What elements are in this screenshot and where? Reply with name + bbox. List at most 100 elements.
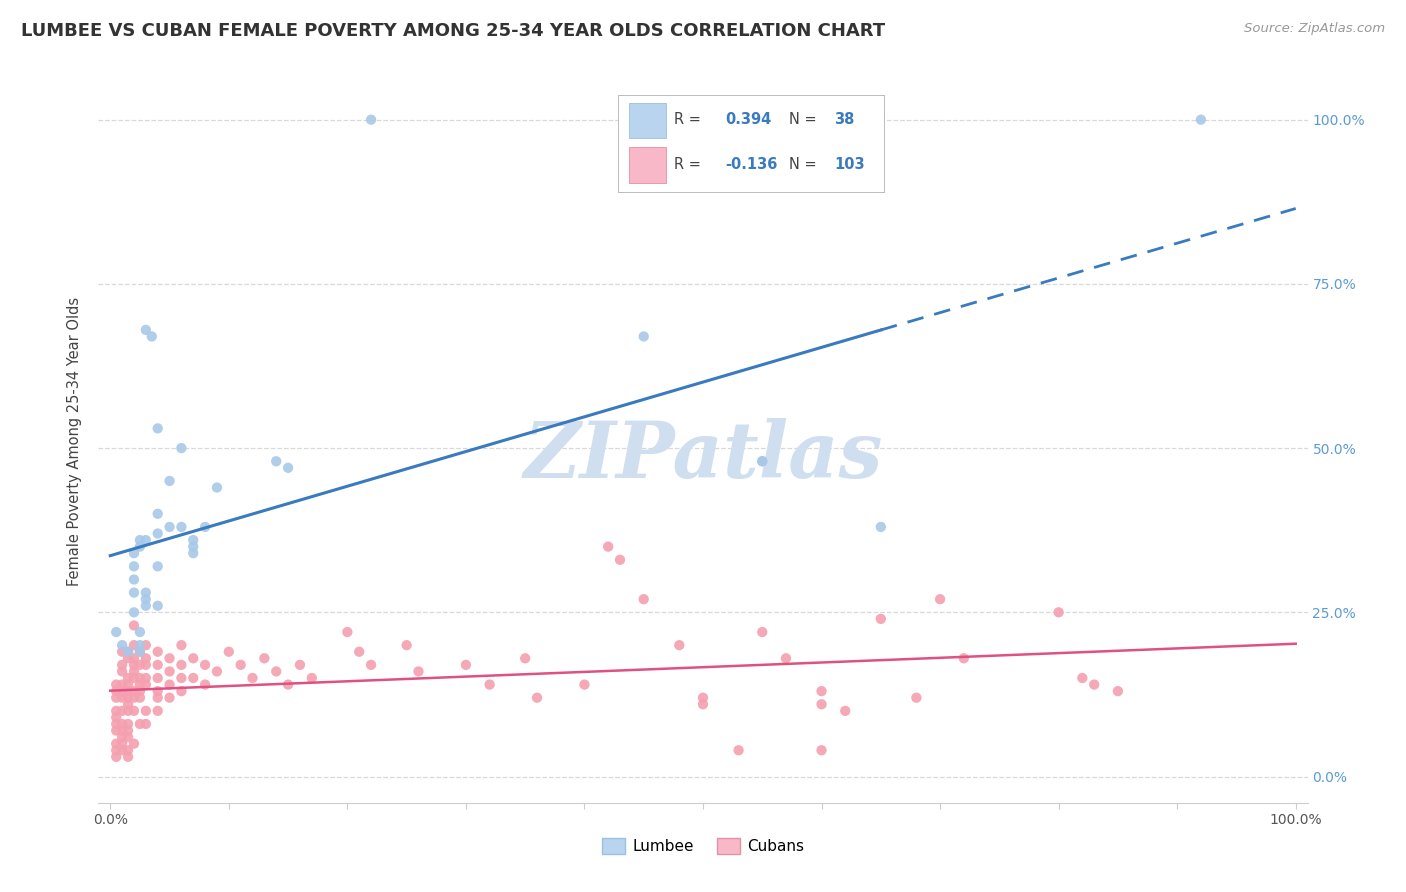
- Point: [117, 645, 139, 659]
- Point: [609, 553, 631, 567]
- Point: [288, 657, 311, 672]
- Point: [105, 737, 128, 751]
- Point: [478, 677, 501, 691]
- Point: [129, 533, 152, 547]
- Point: [170, 657, 193, 672]
- Point: [135, 533, 157, 547]
- Point: [111, 684, 134, 698]
- Point: [264, 665, 287, 679]
- Point: [105, 723, 128, 738]
- Point: [242, 671, 264, 685]
- Point: [146, 704, 169, 718]
- Point: [135, 638, 157, 652]
- Point: [347, 645, 370, 659]
- Point: [129, 690, 152, 705]
- Point: [111, 677, 134, 691]
- Point: [129, 657, 152, 672]
- Point: [111, 665, 134, 679]
- Point: [146, 559, 169, 574]
- Point: [264, 454, 287, 468]
- Point: [633, 329, 655, 343]
- Point: [105, 749, 128, 764]
- Point: [146, 645, 169, 659]
- Point: [146, 657, 169, 672]
- Point: [122, 684, 145, 698]
- Point: [1071, 671, 1094, 685]
- Point: [122, 573, 145, 587]
- Point: [135, 671, 157, 685]
- Point: [952, 651, 974, 665]
- Point: [751, 625, 773, 640]
- Point: [170, 520, 193, 534]
- Point: [810, 743, 832, 757]
- Point: [122, 559, 145, 574]
- Point: [869, 612, 891, 626]
- Point: [111, 645, 134, 659]
- Point: [129, 638, 152, 652]
- Point: [194, 520, 217, 534]
- Point: [135, 323, 157, 337]
- Point: [111, 723, 134, 738]
- Point: [277, 460, 299, 475]
- Point: [205, 481, 228, 495]
- Point: [135, 585, 157, 599]
- Point: [146, 690, 169, 705]
- Point: [105, 710, 128, 724]
- Point: [105, 625, 128, 640]
- Point: [775, 651, 797, 665]
- Point: [360, 657, 382, 672]
- Point: [146, 671, 169, 685]
- Point: [205, 665, 228, 679]
- Point: [129, 671, 152, 685]
- Point: [117, 749, 139, 764]
- Text: ZIPatlas: ZIPatlas: [523, 417, 883, 494]
- Legend: Lumbee, Cubans: Lumbee, Cubans: [596, 832, 810, 860]
- Point: [1083, 677, 1105, 691]
- Point: [229, 657, 252, 672]
- Point: [117, 651, 139, 665]
- Point: [668, 638, 690, 652]
- Point: [692, 698, 714, 712]
- Point: [929, 592, 952, 607]
- Point: [111, 704, 134, 718]
- Point: [170, 638, 193, 652]
- Point: [135, 704, 157, 718]
- Y-axis label: Female Poverty Among 25-34 Year Olds: Female Poverty Among 25-34 Year Olds: [67, 297, 83, 586]
- Point: [129, 645, 152, 659]
- Point: [111, 737, 134, 751]
- Point: [170, 671, 193, 685]
- Point: [111, 717, 134, 731]
- Point: [869, 520, 891, 534]
- Point: [181, 651, 204, 665]
- Point: [129, 540, 152, 554]
- Point: [111, 743, 134, 757]
- Point: [598, 540, 620, 554]
- Point: [135, 657, 157, 672]
- Point: [159, 651, 181, 665]
- Point: [135, 592, 157, 607]
- Point: [515, 651, 537, 665]
- Point: [117, 698, 139, 712]
- Point: [122, 651, 145, 665]
- Point: [122, 657, 145, 672]
- Point: [146, 684, 169, 698]
- Point: [526, 690, 548, 705]
- Point: [277, 677, 299, 691]
- Point: [146, 526, 169, 541]
- Point: [751, 454, 773, 468]
- Point: [117, 704, 139, 718]
- Point: [117, 677, 139, 691]
- Point: [135, 717, 157, 731]
- Point: [170, 441, 193, 455]
- Point: [105, 690, 128, 705]
- Point: [1047, 605, 1070, 619]
- Point: [122, 737, 145, 751]
- Point: [122, 704, 145, 718]
- Point: [301, 671, 323, 685]
- Point: [159, 474, 181, 488]
- Text: Source: ZipAtlas.com: Source: ZipAtlas.com: [1244, 22, 1385, 36]
- Point: [159, 520, 181, 534]
- Point: [117, 730, 139, 744]
- Text: LUMBEE VS CUBAN FEMALE POVERTY AMONG 25-34 YEAR OLDS CORRELATION CHART: LUMBEE VS CUBAN FEMALE POVERTY AMONG 25-…: [21, 22, 886, 40]
- Point: [408, 665, 430, 679]
